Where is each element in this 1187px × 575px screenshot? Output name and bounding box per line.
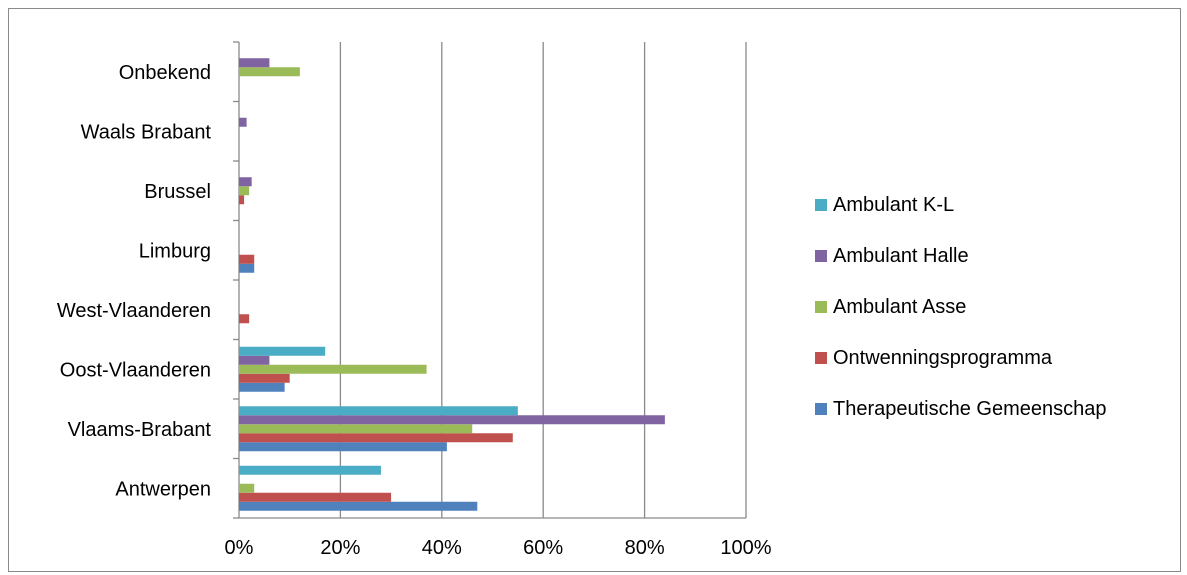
bar — [239, 406, 518, 416]
bar — [239, 314, 250, 324]
bar — [239, 195, 245, 205]
y-tick-label: Vlaams-Brabant — [68, 419, 212, 441]
legend-swatch — [815, 403, 827, 415]
bar — [239, 442, 447, 452]
y-tick-label: Antwerpen — [115, 478, 211, 500]
legend-swatch — [815, 199, 827, 211]
legend-label: Ambulant Halle — [833, 244, 969, 267]
legend-item: Ambulant Asse — [815, 293, 966, 321]
legend-label: Ontwenningsprogramma — [833, 346, 1052, 369]
bar — [239, 364, 427, 374]
y-tick-label: Brussel — [144, 181, 211, 203]
bar — [239, 415, 665, 425]
bar — [239, 501, 478, 511]
legend-item: Ontwenningsprogramma — [815, 344, 1052, 372]
bar — [239, 177, 252, 187]
chart-frame: 0% 20% 40% 60% 80% 100% Antwerpen Vlaams-Braban… — [8, 8, 1181, 572]
bar — [239, 465, 381, 475]
y-tick-label: Onbekend — [119, 62, 211, 84]
bar — [239, 263, 255, 273]
bar — [239, 492, 392, 502]
legend-item: Ambulant K-L — [815, 191, 954, 219]
y-tick-label: Oost-Vlaanderen — [60, 359, 211, 381]
legend-item: Therapeutische Gemeenschap — [815, 395, 1107, 423]
bar — [239, 355, 270, 365]
legend-swatch — [815, 352, 827, 364]
bar — [239, 186, 250, 196]
bar — [239, 67, 300, 77]
y-tick-label: Waals Brabant — [81, 121, 212, 143]
x-tick-label: 60% — [523, 537, 563, 559]
legend-item: Ambulant Halle — [815, 242, 969, 270]
x-tick-label: 20% — [320, 537, 360, 559]
bar — [239, 433, 513, 443]
bar — [239, 346, 326, 356]
bar — [239, 483, 255, 493]
bar — [239, 58, 270, 68]
bar-chart: 0% 20% 40% 60% 80% 100% Antwerpen Vlaams-Braban… — [57, 41, 772, 559]
bar — [239, 373, 290, 383]
y-tick-label: West-Vlaanderen — [57, 300, 211, 322]
x-tick-label: 40% — [422, 537, 462, 559]
bar — [239, 117, 247, 127]
x-tick-label: 0% — [225, 537, 254, 559]
x-tick-label: 80% — [625, 537, 665, 559]
x-tick-label: 100% — [720, 537, 771, 559]
y-tick-label: Limburg — [139, 240, 211, 262]
bar — [239, 382, 285, 392]
legend-swatch — [815, 301, 827, 313]
legend-label: Ambulant Asse — [833, 295, 967, 318]
legend-label: Ambulant K-L — [833, 193, 955, 216]
legend-label: Therapeutische Gemeenschap — [833, 397, 1107, 420]
legend-swatch — [815, 250, 827, 262]
bar — [239, 254, 255, 264]
bar — [239, 424, 473, 434]
